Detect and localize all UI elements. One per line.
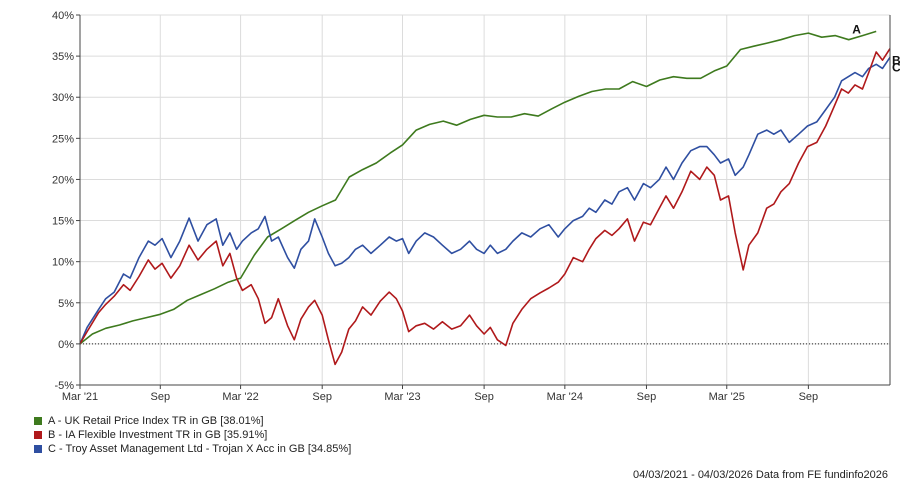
legend-label-a: A - UK Retail Price Index TR in GB [38.0… xyxy=(48,415,264,427)
x-tick-label: Sep xyxy=(799,391,819,403)
chart-legend: A - UK Retail Price Index TR in GB [38.0… xyxy=(34,414,351,456)
legend-swatch-c xyxy=(34,445,42,453)
series-end-labels: A BC xyxy=(852,22,900,74)
date-range-source: 04/03/2021 - 04/03/2026 Data from FE fun… xyxy=(632,469,888,481)
line-chart: -5%0%5%10%15%20%25%30%35%40% Mar '21 Sep M… xyxy=(52,10,900,403)
x-tick-label: Mar '25 xyxy=(709,391,745,403)
legend-item-a: A - UK Retail Price Index TR in GB [38.0… xyxy=(34,414,351,428)
series-line-a xyxy=(79,30,877,345)
legend-label-b: B - IA Flexible Investment TR in GB [35.… xyxy=(48,429,268,441)
x-tick-label: Sep xyxy=(312,391,332,403)
legend-swatch-a xyxy=(34,417,42,425)
x-tick-label: Mar '21 xyxy=(62,391,98,403)
end-label-c: C xyxy=(892,60,900,74)
y-tick-label: -5% xyxy=(54,380,74,392)
y-tick-label: 0% xyxy=(58,339,74,351)
x-axis: Mar '21 Sep Mar '22 Sep Mar '23 Sep Mar '24 Sep… xyxy=(62,385,818,403)
y-tick-label: 5% xyxy=(58,298,74,310)
y-axis: -5% 0% 5% 10% 15% 20% 25% 30% 35% 40% xyxy=(52,10,80,392)
y-tick-label: 15% xyxy=(52,216,74,228)
legend-label-c: C - Troy Asset Management Ltd - Trojan X… xyxy=(48,443,352,455)
series-line-c xyxy=(79,56,891,345)
y-tick-label: 40% xyxy=(52,10,74,22)
x-tick-label: Sep xyxy=(474,391,494,403)
y-tick-label: 25% xyxy=(52,133,74,145)
end-label-b: B xyxy=(892,54,900,68)
y-tick-label: 20% xyxy=(52,174,74,186)
y-tick-label: 30% xyxy=(52,92,74,104)
legend-item-b: B - IA Flexible Investment TR in GB [35.… xyxy=(34,428,351,442)
chart-series xyxy=(79,30,891,366)
x-tick-label: Mar '23 xyxy=(384,391,420,403)
x-tick-label: Mar '24 xyxy=(547,391,583,403)
legend-item-c: C - Troy Asset Management Ltd - Trojan X… xyxy=(34,442,351,456)
x-tick-label: Mar '22 xyxy=(222,391,258,403)
chart-grid xyxy=(79,14,890,386)
x-tick-label: Sep xyxy=(637,391,657,403)
y-tick-label: 35% xyxy=(52,51,74,63)
y-tick-label: 10% xyxy=(52,257,74,269)
chart-frame xyxy=(79,15,891,386)
x-tick-label: Sep xyxy=(151,391,171,403)
series-line-b xyxy=(79,48,891,366)
end-label-a: A xyxy=(852,22,861,36)
legend-swatch-b xyxy=(34,431,42,439)
